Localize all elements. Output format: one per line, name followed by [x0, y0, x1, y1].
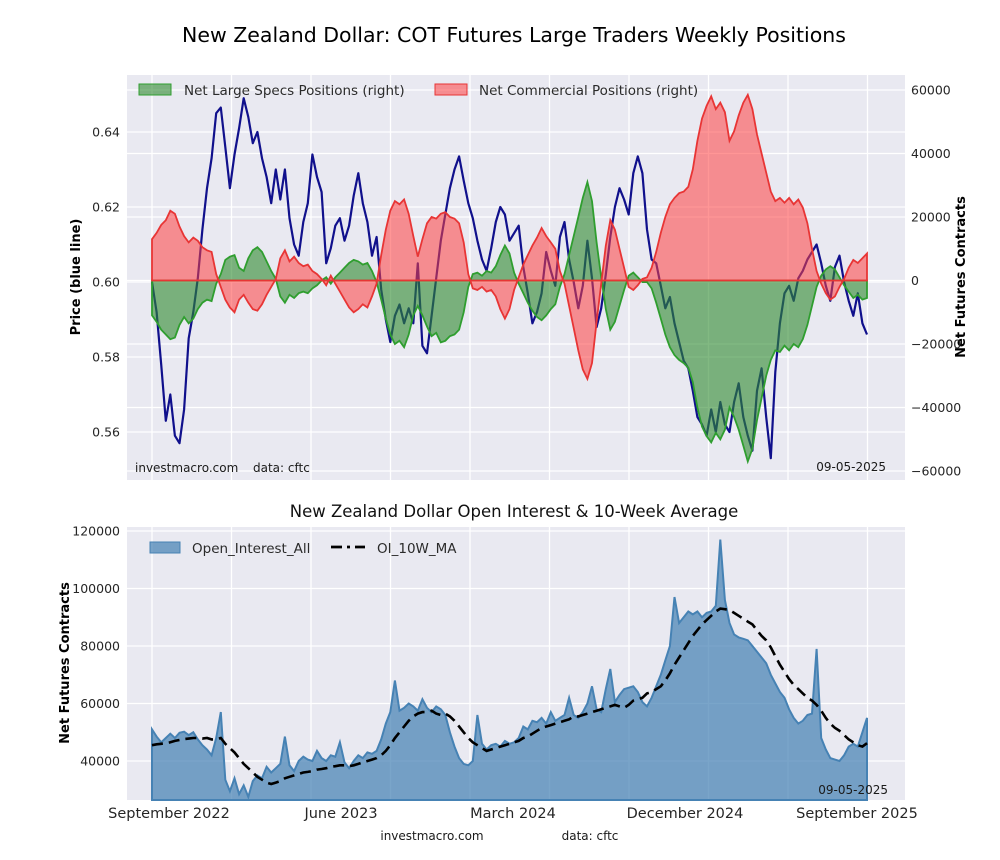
legend-label-commercial: Net Commercial Positions (right) [479, 83, 698, 99]
x-tick-label: September 2022 [108, 806, 230, 822]
x-tick-label: September 2025 [796, 806, 918, 822]
data-source-note: data: cftc [562, 829, 619, 843]
y-axis-label: Net Futures Contracts [58, 582, 73, 744]
cot-positions-chart: Net Large Specs Positions (right) Net Co… [69, 75, 969, 480]
net-large-specs-area [151, 178, 868, 465]
legend-label-specs: Net Large Specs Positions (right) [184, 83, 405, 99]
x-tick-label: December 2024 [627, 806, 744, 822]
y-tick-label: −40000 [911, 400, 961, 415]
legend-swatch-commercial [434, 83, 468, 96]
figure-title: New Zealand Dollar: COT Futures Large Tr… [182, 23, 846, 47]
watermark: investmacro.com [135, 461, 238, 475]
legend-label-open-interest: Open_Interest_All [192, 541, 310, 557]
y-tick-label: 0.58 [92, 350, 120, 365]
y-tick-label: 0 [911, 273, 919, 288]
legend-swatch-specs [138, 83, 172, 96]
y-axis-label-left: Price (blue line) [69, 219, 84, 336]
y-tick-label: 60000 [80, 696, 120, 711]
y-tick-label: −60000 [911, 464, 961, 479]
x-tick-label: March 2024 [470, 806, 556, 822]
y-tick-label: 20000 [911, 210, 951, 225]
x-ticks: September 2022 June 2023 March 2024 Decembe… [108, 806, 918, 822]
legend-swatch-open-interest [149, 541, 181, 554]
oi-10w-ma-line [151, 607, 868, 786]
y-tick-label: 80000 [80, 639, 120, 654]
y-ticks-right: 60000 40000 20000 0 −20000 −40000 −60000 [911, 83, 961, 479]
open-interest-chart: New Zealand Dollar Open Interest & 10-We… [58, 502, 918, 843]
legend-label-ma: OI_10W_MA [377, 541, 457, 557]
series-layer [150, 92, 869, 465]
net-commercial-area [151, 92, 868, 382]
y-tick-label: 120000 [72, 524, 120, 539]
y-tick-label: 0.62 [92, 200, 120, 215]
watermark: investmacro.com [380, 829, 483, 843]
y-tick-label: −20000 [911, 337, 961, 352]
y-tick-label: 0.60 [92, 275, 120, 290]
y-ticks: 120000 100000 80000 60000 40000 [72, 524, 120, 769]
y-tick-label: 40000 [80, 754, 120, 769]
y-tick-label: 0.64 [92, 125, 120, 140]
y-tick-label: 0.56 [92, 425, 120, 440]
date-note: 09-05-2025 [816, 460, 886, 474]
y-ticks-left: 0.64 0.62 0.60 0.58 0.56 [92, 125, 120, 440]
date-note: 09-05-2025 [818, 783, 888, 797]
y-tick-label: 100000 [72, 581, 120, 596]
open-interest-area [151, 539, 868, 801]
y-tick-label: 40000 [911, 146, 951, 161]
series-layer [151, 539, 868, 801]
open-interest-title: New Zealand Dollar Open Interest & 10-We… [290, 502, 739, 521]
y-tick-label: 60000 [911, 83, 951, 98]
data-source-note: data: cftc [253, 461, 310, 475]
x-tick-label: June 2023 [303, 806, 377, 822]
y-axis-label-right: Net Futures Contracts [954, 196, 969, 358]
